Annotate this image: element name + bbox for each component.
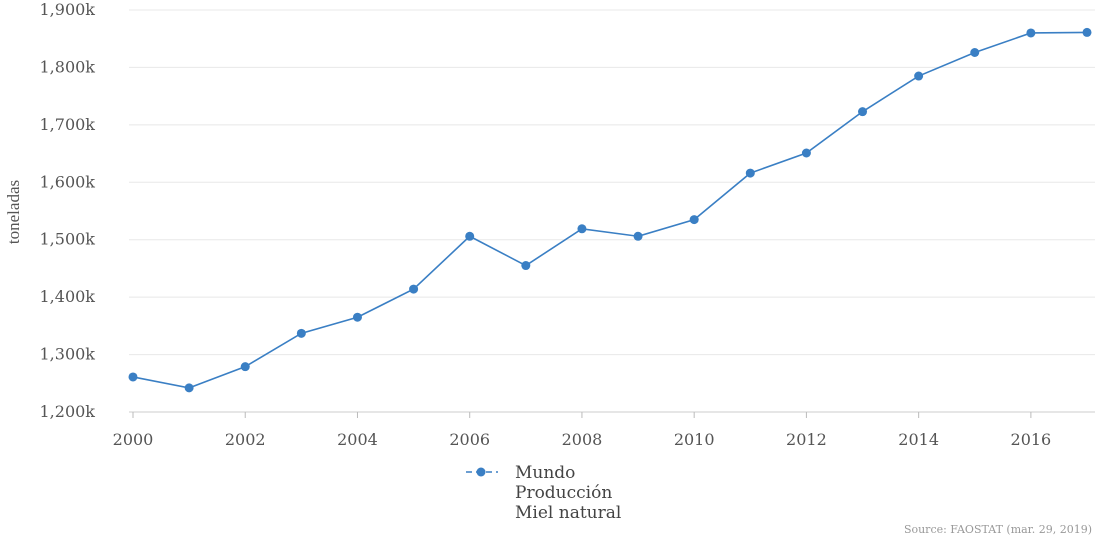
y-tick-label: 1,400k: [40, 287, 96, 306]
y-axis-label: toneladas: [4, 180, 23, 244]
data-point[interactable]: [858, 107, 868, 117]
x-tick-label: 2004: [337, 430, 378, 449]
y-tick-label: 1,800k: [40, 57, 96, 76]
data-point[interactable]: [184, 383, 194, 393]
legend-label: Miel natural: [515, 503, 621, 523]
data-point[interactable]: [970, 47, 980, 57]
data-point[interactable]: [801, 148, 811, 158]
data-point[interactable]: [689, 215, 699, 225]
x-tick-label: 2016: [1011, 430, 1052, 449]
x-tick-label: 2002: [225, 430, 266, 449]
data-point[interactable]: [409, 284, 419, 294]
x-axis: 2000 2002 2004 2006 2008 2010 2012 2014 2016: [113, 412, 1052, 449]
data-point[interactable]: [352, 312, 362, 322]
data-point[interactable]: [1026, 28, 1036, 38]
gridlines: [129, 9, 1095, 413]
x-tick-label: 2006: [449, 430, 490, 449]
data-point[interactable]: [914, 71, 924, 81]
y-tick-label: 1,200k: [40, 402, 96, 421]
x-tick-label: 2010: [674, 430, 715, 449]
y-tick-label: 1,300k: [40, 345, 96, 364]
data-point[interactable]: [633, 231, 643, 241]
data-point[interactable]: [745, 168, 755, 178]
x-tick-label: 2000: [113, 430, 154, 449]
series-group: [128, 27, 1092, 393]
y-tick-label: 1,900k: [40, 0, 96, 19]
data-point[interactable]: [577, 224, 587, 234]
data-point[interactable]: [128, 372, 138, 382]
data-point[interactable]: [240, 362, 250, 372]
series-line: [132, 31, 1088, 389]
legend-label: Producción: [515, 483, 612, 503]
x-tick-label: 2012: [786, 430, 827, 449]
y-axis: 1,200k 1,300k 1,400k 1,500k 1,600k 1,700k 1,80…: [40, 0, 96, 421]
data-point[interactable]: [1082, 27, 1092, 37]
y-tick-label: 1,700k: [40, 115, 96, 134]
x-tick-label: 2008: [562, 430, 603, 449]
data-point[interactable]: [521, 261, 531, 271]
source-note: Source: FAOSTAT (mar. 29, 2019): [904, 523, 1092, 536]
data-point[interactable]: [296, 328, 306, 338]
y-tick-label: 1,600k: [40, 172, 96, 191]
x-tick-label: 2014: [898, 430, 939, 449]
legend-swatch-marker: [476, 467, 486, 477]
legend-label: Mundo: [515, 463, 575, 483]
data-point[interactable]: [465, 231, 475, 241]
y-tick-label: 1,500k: [40, 230, 96, 249]
